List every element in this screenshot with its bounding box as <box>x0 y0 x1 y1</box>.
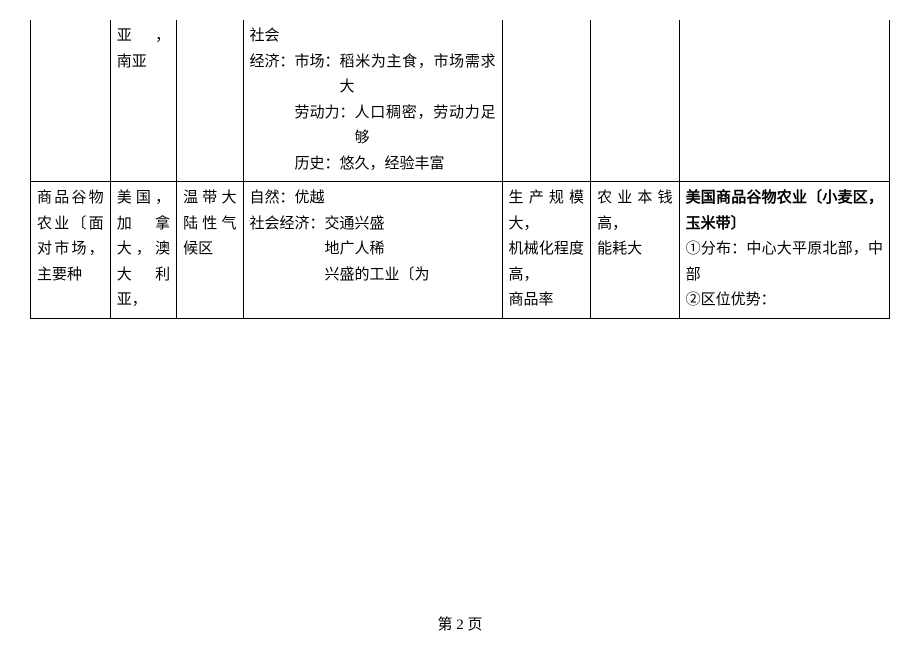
history-label: 历史： <box>295 152 340 178</box>
line-social: 社会 <box>250 24 496 50</box>
soc-line1: 社会经济：交通兴盛 <box>250 212 496 238</box>
market-label: 市场： <box>295 50 340 101</box>
text: 温带大陆性气候区 <box>183 190 236 257</box>
cell-r2c7: 美国商品谷物农业〔小麦区，玉米带〕 ①分布：中心大平原北部，中部 ②区位优势： <box>679 182 889 319</box>
page-container: 亚 ，南亚 社会 经济： 市场： 稻米为主食，市场需求大 劳动力： 人口稠密，劳… <box>0 0 920 319</box>
soc-l3: 兴盛的工业〔为 <box>250 263 496 289</box>
cell-r2c6: 农业本钱高， 能耗大 <box>591 182 680 319</box>
r1c4-content: 社会 经济： 市场： 稻米为主食，市场需求大 劳动力： 人口稠密，劳动力足够 <box>250 24 496 177</box>
labor-row: 劳动力： 人口稠密，劳动力足够 <box>295 101 496 152</box>
cell-r2c1: 商品谷物农业〔面对市场，主要种 <box>31 182 111 319</box>
cell-r1c5 <box>502 20 591 182</box>
cell-r1c3 <box>177 20 243 182</box>
econ-val: 市场： 稻米为主食，市场需求大 劳动力： 人口稠密，劳动力足够 历史： 悠久，经… <box>295 50 496 178</box>
cell-r2c2: 美国，加拿大，澳大利亚， <box>110 182 176 319</box>
history-text: 悠久，经验丰富 <box>340 152 496 178</box>
text: 美国，加拿大，澳大利亚， <box>117 190 170 308</box>
text: 农业本钱高， 能耗大 <box>597 190 673 257</box>
market-row: 市场： 稻米为主食，市场需求大 <box>295 50 496 101</box>
history-row: 历史： 悠久，经验丰富 <box>295 152 496 178</box>
nat-line: 自然：优越 <box>250 186 496 212</box>
nat-text: 优越 <box>295 190 325 206</box>
r2c4-content: 自然：优越 社会经济：交通兴盛 地广人稀 兴盛的工业〔为 <box>250 186 496 288</box>
r2c7-content: 美国商品谷物农业〔小麦区，玉米带〕 ①分布：中心大平原北部，中部 ②区位优势： <box>686 186 883 314</box>
text: 商品谷物农业〔面对市场，主要种 <box>37 190 104 283</box>
cell-r2c4: 自然：优越 社会经济：交通兴盛 地广人稀 兴盛的工业〔为 <box>243 182 502 319</box>
cell-r1c2: 亚 ，南亚 <box>110 20 176 182</box>
cell-r1c1 <box>31 20 111 182</box>
cell-r1c4: 社会 经济： 市场： 稻米为主食，市场需求大 劳动力： 人口稠密，劳动力足够 <box>243 20 502 182</box>
table-row: 亚 ，南亚 社会 经济： 市场： 稻米为主食，市场需求大 劳动力： 人口稠密，劳… <box>31 20 890 182</box>
soc-l1: 交通兴盛 <box>325 216 385 232</box>
econ-block: 经济： 市场： 稻米为主食，市场需求大 劳动力： 人口稠密，劳动力足够 历史： <box>250 50 496 178</box>
text: 亚 ，南亚 <box>117 28 170 70</box>
market-text: 稻米为主食，市场需求大 <box>340 50 496 101</box>
cell-r2c3: 温带大陆性气候区 <box>177 182 243 319</box>
page-number: 第 2 页 <box>437 617 482 633</box>
cell-r1c7 <box>679 20 889 182</box>
page-footer: 第 2 页 <box>0 613 920 634</box>
content-table: 亚 ，南亚 社会 经济： 市场： 稻米为主食，市场需求大 劳动力： 人口稠密，劳… <box>30 20 890 319</box>
soc-l2: 地广人稀 <box>250 237 496 263</box>
nat-label: 自然： <box>250 190 295 206</box>
econ-label: 经济： <box>250 50 295 178</box>
soc-label: 社会经济： <box>250 216 325 232</box>
cell-r1c6 <box>591 20 680 182</box>
cell-r2c5: 生产规模大， 机械化程度高， 商品率 <box>502 182 591 319</box>
us-l2: ②区位优势： <box>686 288 883 314</box>
text: 生产规模大， 机械化程度高， 商品率 <box>509 190 585 308</box>
labor-label: 劳动力： <box>295 101 355 152</box>
us-title: 美国商品谷物农业〔小麦区，玉米带〕 <box>686 186 883 237</box>
table-row: 商品谷物农业〔面对市场，主要种 美国，加拿大，澳大利亚， 温带大陆性气候区 自然… <box>31 182 890 319</box>
labor-text: 人口稠密，劳动力足够 <box>355 101 496 152</box>
us-l1: ①分布：中心大平原北部，中部 <box>686 237 883 288</box>
